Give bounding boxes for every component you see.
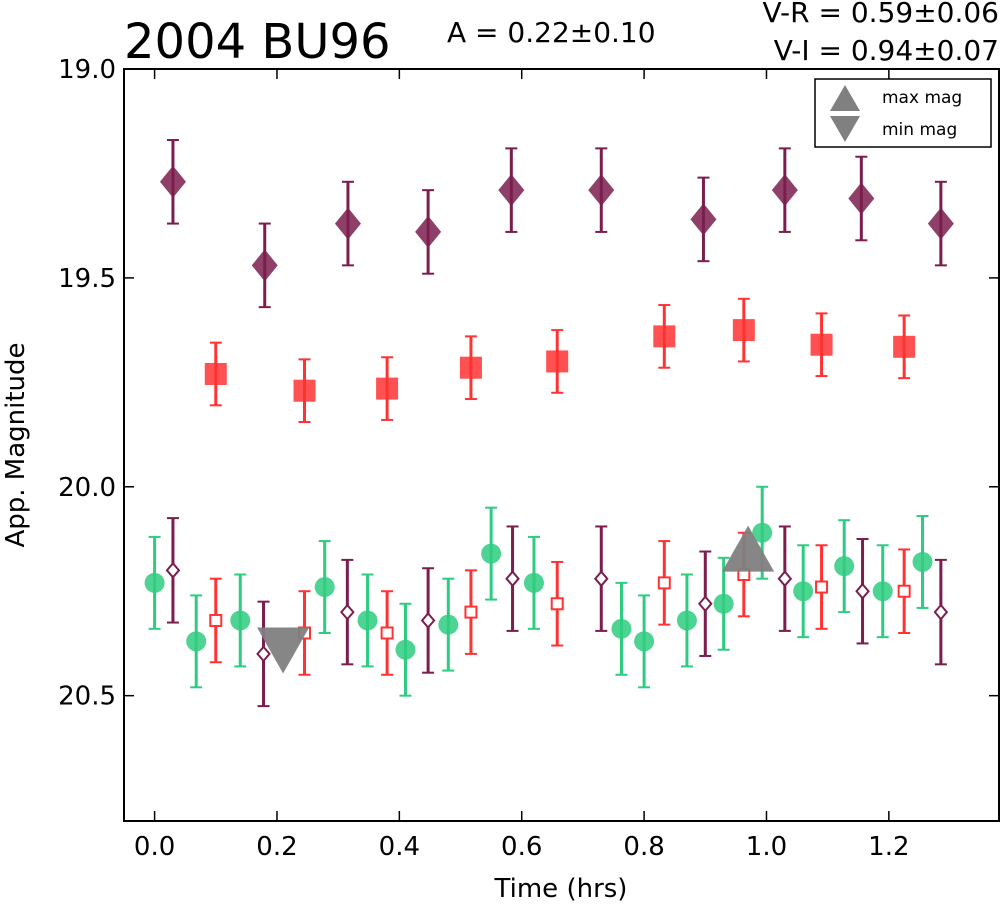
data-point-diamond-open <box>697 595 713 613</box>
data-point-diamond <box>927 207 954 240</box>
legend-max-mag-marker <box>830 85 860 111</box>
data-point-diamond-open <box>855 582 870 600</box>
data-point-square <box>810 333 833 356</box>
data-point-diamond <box>251 249 278 282</box>
data-point-square-open <box>464 605 478 619</box>
data-point-circle <box>912 551 933 572</box>
data-point-square-open <box>897 584 911 598</box>
plot-area <box>144 139 954 708</box>
legend-min-mag-label: min mag <box>882 120 957 140</box>
y-axis-label: App. Magnitude <box>1 342 31 547</box>
color-index-vi: V-I = 0.94±0.07 <box>774 34 999 67</box>
data-point-circle <box>834 556 855 577</box>
axis-ticks: 0.0 0.2 0.4 0.6 0.8 1.0 1.2 19.0 19.5 20.0 20.5 <box>58 55 999 862</box>
data-point-square-open <box>657 576 671 590</box>
data-point-circle <box>634 631 655 652</box>
y-tick-label: 20.5 <box>58 682 116 712</box>
data-point-diamond <box>498 174 525 207</box>
min-mag-marker <box>257 627 310 674</box>
data-point-diamond-open <box>505 570 520 588</box>
data-point-circle <box>481 543 502 564</box>
x-tick-label: 0.0 <box>134 832 175 862</box>
data-point-square-open <box>815 580 829 594</box>
y-tick-label: 19.0 <box>58 55 116 85</box>
data-point-diamond <box>848 182 875 215</box>
x-tick-label: 0.4 <box>379 832 420 862</box>
data-point-circle <box>438 614 459 635</box>
x-tick-label: 1.0 <box>746 832 787 862</box>
data-point-diamond-open <box>933 603 949 621</box>
x-tick-label: 1.2 <box>868 832 909 862</box>
color-index-vr: V-R = 0.59±0.06 <box>763 0 999 29</box>
series-square-open <box>209 531 911 676</box>
series-diamond-filled <box>159 139 954 309</box>
legend: max mag min mag <box>814 78 992 148</box>
data-point-square <box>293 379 316 402</box>
plot-frame <box>123 68 1000 822</box>
x-tick-label: 0.6 <box>501 832 542 862</box>
data-point-square-open <box>550 597 564 611</box>
data-point-circle <box>676 610 697 631</box>
chart-title: 2004 BU96 <box>124 14 391 70</box>
y-tick-label: 19.5 <box>58 264 116 294</box>
data-point-circle <box>186 631 207 652</box>
x-axis-label: Time (hrs) <box>494 874 628 904</box>
data-point-diamond <box>159 165 186 198</box>
legend-min-mag-marker <box>830 116 860 142</box>
data-point-diamond-open <box>420 611 436 630</box>
x-tick-label: 0.8 <box>623 832 664 862</box>
data-point-circle <box>793 581 814 602</box>
data-point-circle <box>357 610 378 631</box>
series-diamond-open <box>165 517 949 708</box>
data-point-circle <box>144 572 165 593</box>
series-square-filled <box>204 297 916 424</box>
max-mag-marker <box>722 525 775 572</box>
data-point-square <box>376 377 399 400</box>
data-point-square <box>459 356 482 379</box>
data-point-circle <box>611 618 632 639</box>
x-tick-label: 0.2 <box>256 832 297 862</box>
data-point-diamond <box>771 174 798 207</box>
legend-max-mag-label: max mag <box>882 88 962 108</box>
data-point-square <box>732 319 755 342</box>
data-point-square <box>893 335 916 358</box>
data-point-diamond-open <box>777 570 793 588</box>
data-point-square-open <box>209 613 223 627</box>
data-point-square <box>204 362 227 385</box>
data-point-circle <box>395 639 416 660</box>
data-point-circle <box>713 593 734 614</box>
data-point-diamond-open <box>256 645 271 663</box>
data-point-square <box>546 350 569 373</box>
y-tick-label: 20.0 <box>58 473 116 503</box>
series-circle-filled <box>144 485 933 697</box>
data-point-diamond <box>690 203 717 236</box>
amplitude-text: A = 0.22±0.10 <box>447 16 656 49</box>
data-point-diamond <box>334 207 361 240</box>
data-point-circle <box>872 581 893 602</box>
data-point-diamond-open <box>340 603 355 621</box>
data-point-circle <box>314 577 335 598</box>
data-point-square-open <box>380 626 394 640</box>
data-point-diamond-open <box>165 561 181 579</box>
data-point-circle <box>230 610 251 631</box>
data-point-diamond <box>415 215 442 248</box>
data-point-square <box>653 325 676 348</box>
data-point-diamond <box>588 174 615 207</box>
data-point-circle <box>523 572 544 593</box>
data-point-diamond-open <box>593 570 609 588</box>
data-point-circle <box>752 522 773 543</box>
